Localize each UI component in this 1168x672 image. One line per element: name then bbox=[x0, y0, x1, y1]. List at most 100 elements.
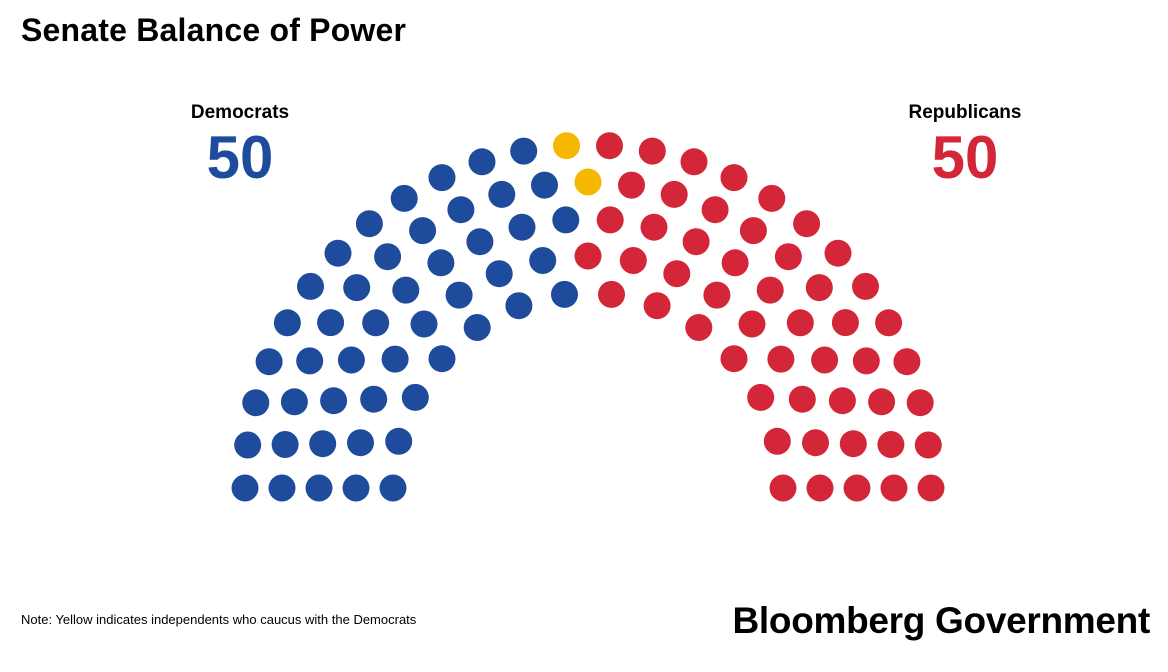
seat-democrats bbox=[273, 309, 301, 337]
seat-democrats bbox=[309, 430, 337, 458]
seat-republicans bbox=[793, 210, 821, 238]
seat-independent bbox=[574, 168, 602, 196]
seat-democrats bbox=[343, 274, 371, 302]
seat-republicans bbox=[640, 213, 668, 241]
seat-republicans bbox=[738, 310, 766, 338]
seat-democrats bbox=[337, 346, 365, 374]
seat-democrats bbox=[347, 429, 374, 457]
seat-republicans bbox=[852, 272, 879, 300]
seat-republicans bbox=[769, 474, 797, 502]
seat-republicans bbox=[767, 345, 795, 373]
seat-democrats bbox=[381, 345, 409, 373]
seat-republicans bbox=[598, 280, 625, 308]
seat-democrats bbox=[410, 310, 438, 338]
republicans-summary: Republicans 50 bbox=[895, 102, 1035, 188]
seat-democrats bbox=[360, 385, 388, 413]
seat-democrats bbox=[355, 210, 383, 238]
republicans-count: 50 bbox=[931, 124, 999, 191]
seat-republicans bbox=[638, 137, 666, 165]
brand-logo: Bloomberg Government bbox=[732, 600, 1151, 641]
seat-republicans bbox=[893, 348, 921, 376]
seat-democrats bbox=[488, 180, 516, 208]
seat-republicans bbox=[875, 309, 903, 337]
seat-democrats bbox=[385, 427, 413, 455]
seat-republicans bbox=[802, 429, 829, 457]
seat-republicans bbox=[721, 249, 749, 277]
seat-independent bbox=[553, 132, 580, 160]
seat-republicans bbox=[619, 247, 647, 274]
seat-republicans bbox=[763, 427, 791, 455]
democrats-label: Democrats bbox=[190, 102, 290, 123]
seat-republicans bbox=[877, 431, 905, 458]
seat-democrats bbox=[485, 260, 513, 288]
seat-republicans bbox=[660, 180, 688, 208]
seat-republicans bbox=[774, 243, 802, 271]
seat-democrats bbox=[427, 249, 455, 277]
democrats-summary: Democrats 50 bbox=[180, 102, 300, 188]
seat-republicans bbox=[596, 132, 623, 160]
seat-republicans bbox=[703, 281, 731, 309]
seat-republicans bbox=[852, 347, 880, 375]
seat-republicans bbox=[574, 242, 602, 270]
seat-republicans bbox=[643, 292, 671, 320]
seat-democrats bbox=[320, 387, 348, 415]
seat-republicans bbox=[663, 260, 691, 288]
seat-democrats bbox=[374, 243, 402, 271]
seat-democrats bbox=[242, 389, 270, 417]
seat-democrats bbox=[428, 164, 456, 192]
seat-republicans bbox=[747, 383, 775, 411]
seat-democrats bbox=[466, 228, 494, 256]
seat-democrats bbox=[297, 272, 324, 300]
seat-republicans bbox=[685, 314, 713, 341]
seat-democrats bbox=[401, 383, 429, 411]
seat-republicans bbox=[811, 346, 839, 374]
seat-republicans bbox=[618, 171, 645, 199]
seat-republicans bbox=[843, 474, 871, 502]
seat-republicans bbox=[917, 474, 945, 502]
seat-republicans bbox=[758, 184, 786, 212]
seat-republicans bbox=[596, 206, 624, 234]
seat-democrats bbox=[231, 474, 259, 502]
seat-republicans bbox=[805, 274, 833, 302]
seat-democrats bbox=[468, 148, 496, 176]
seat-republicans bbox=[756, 276, 784, 304]
seat-democrats bbox=[234, 431, 262, 459]
seat-republicans bbox=[786, 309, 814, 337]
seat-republicans bbox=[680, 148, 708, 176]
seat-democrats bbox=[255, 348, 283, 376]
seat-democrats bbox=[305, 474, 333, 502]
republicans-label: Republicans bbox=[908, 102, 1022, 123]
seat-republicans bbox=[682, 228, 710, 256]
seat-democrats bbox=[531, 171, 558, 199]
seat-republicans bbox=[839, 430, 867, 458]
seat-democrats bbox=[390, 184, 418, 212]
chart-title: Senate Balance of Power bbox=[21, 12, 407, 48]
seat-democrats bbox=[324, 239, 352, 267]
seat-democrats bbox=[428, 345, 456, 373]
seat-republicans bbox=[720, 164, 748, 192]
seat-democrats bbox=[529, 247, 557, 274]
seat-democrats bbox=[508, 213, 536, 241]
seat-republicans bbox=[906, 389, 934, 417]
seat-democrats bbox=[447, 196, 475, 224]
seat-republicans bbox=[880, 474, 908, 502]
seat-republicans bbox=[720, 345, 748, 373]
seat-democrats bbox=[296, 347, 324, 375]
seat-republicans bbox=[824, 239, 852, 267]
seat-democrats bbox=[505, 292, 533, 320]
seat-democrats bbox=[552, 206, 580, 234]
seat-republicans bbox=[828, 387, 856, 415]
seat-democrats bbox=[445, 281, 473, 309]
seat-democrats bbox=[268, 474, 296, 502]
seat-republicans bbox=[806, 474, 834, 502]
seat-democrats bbox=[409, 217, 437, 245]
seat-democrats bbox=[392, 276, 420, 304]
seat-republicans bbox=[831, 309, 859, 337]
seat-democrats bbox=[317, 309, 345, 337]
seat-republicans bbox=[739, 217, 767, 245]
democrats-count: 50 bbox=[206, 124, 274, 191]
seat-democrats bbox=[280, 388, 308, 416]
seat-democrats bbox=[551, 280, 578, 308]
seat-democrats bbox=[463, 314, 491, 341]
